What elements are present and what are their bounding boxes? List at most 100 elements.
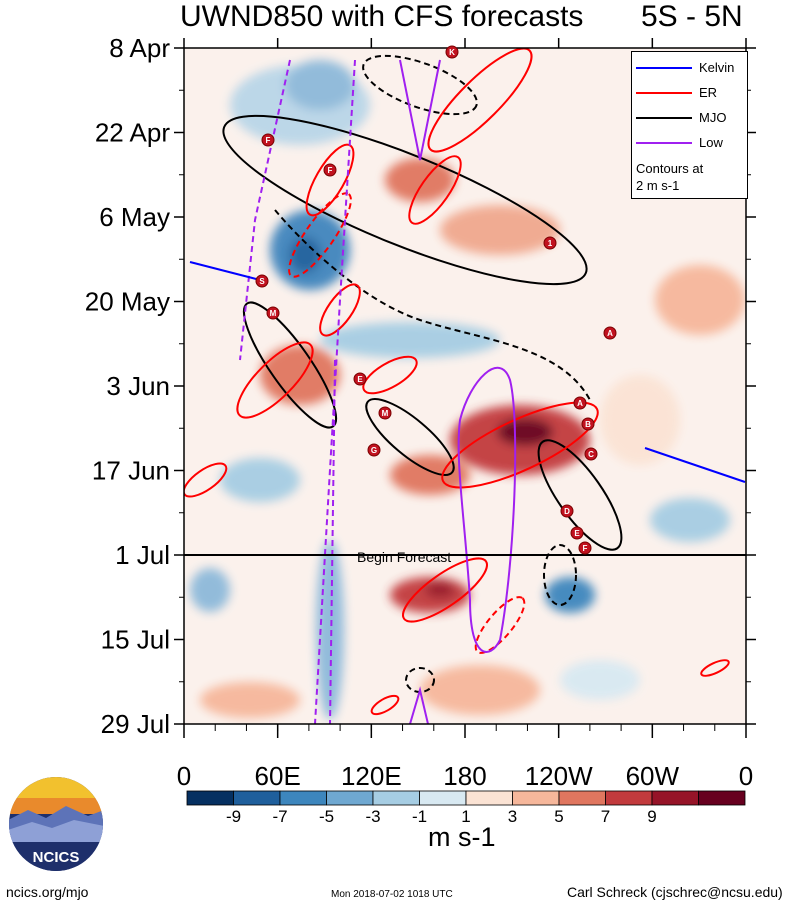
footer-author: Carl Schreck (cjschrec@ncsu.edu)	[567, 884, 783, 900]
y-axis: 8 Apr 22 Apr 6 May 20 May 3 Jun 17 Jun 1 Jul 15…	[85, 33, 756, 739]
legend-swatch	[636, 67, 692, 69]
legend-swatch	[636, 92, 692, 94]
footer-timestamp: Mon 2018-07-02 1018 UTC	[331, 889, 453, 900]
storm-marker-label: D	[564, 507, 570, 516]
storm-marker: K	[445, 45, 459, 59]
storm-marker-label: E	[357, 375, 363, 384]
storm-marker-label: A	[607, 329, 613, 338]
y-tick-label: 17 Jun	[92, 456, 170, 486]
storm-marker-label: S	[259, 277, 265, 286]
colorbar-units: m s-1	[428, 822, 496, 852]
y-tick-label: 20 May	[85, 287, 170, 317]
storm-marker: M	[266, 306, 280, 320]
x-tick-label: 60E	[255, 761, 301, 791]
storm-marker-label: F	[583, 544, 588, 553]
colorbar-label: 7	[601, 807, 610, 826]
legend-item-kelvin: Kelvin	[632, 58, 747, 78]
storm-marker: M	[378, 406, 392, 420]
colorbar-swatch	[186, 790, 234, 806]
storm-marker: E	[353, 372, 367, 386]
region-label: 5S - 5N	[641, 0, 743, 33]
wind-anomaly-field	[184, 48, 746, 724]
y-tick-label: 6 May	[99, 202, 170, 232]
legend-swatch	[636, 142, 692, 144]
filtered-contours	[184, 48, 746, 724]
storm-marker: E	[570, 526, 584, 540]
x-tick-label: 0	[177, 761, 191, 791]
storm-marker: F	[323, 163, 337, 177]
legend-swatch	[636, 117, 692, 119]
colorbar-label: -9	[226, 807, 241, 826]
colorbar-swatch	[372, 790, 420, 806]
colorbar-swatch	[326, 790, 374, 806]
storm-marker-label: B	[585, 420, 591, 429]
colorbar-swatch	[512, 790, 560, 806]
colorbar-swatch	[698, 790, 746, 806]
colorbar-label: -5	[319, 807, 334, 826]
forecast-label: Begin Forecast	[357, 549, 451, 565]
legend-note-line2: 2 m s-1	[636, 178, 680, 193]
colorbar-swatch	[558, 790, 606, 806]
legend-note-line1: Contours at	[636, 161, 704, 176]
x-tick-label: 120W	[525, 761, 593, 791]
legend-note: Contours at 2 m s-1	[636, 160, 703, 194]
colorbar-swatch	[233, 790, 281, 806]
colorbar-swatch	[465, 790, 513, 806]
storm-marker-label: F	[266, 136, 271, 145]
storm-marker: A	[603, 326, 617, 340]
colorbar-swatch	[605, 790, 653, 806]
storm-marker-label: M	[270, 309, 277, 318]
y-tick-label: 29 Jul	[101, 709, 170, 739]
y-tick-label: 1 Jul	[115, 540, 170, 570]
storm-marker: F	[261, 133, 275, 147]
colorbar-swatch	[419, 790, 467, 806]
legend-item-low: Low	[632, 133, 747, 153]
storm-marker-label: M	[382, 409, 389, 418]
legend-item-er: ER	[632, 83, 747, 103]
legend: Kelvin ER MJO Low Contours at 2 m s-1	[631, 51, 748, 199]
storm-marker: B	[581, 417, 595, 431]
x-tick-label: 60W	[626, 761, 680, 791]
legend-label: Low	[699, 135, 723, 150]
storm-marker: D	[560, 504, 574, 518]
colorbar-label: -3	[365, 807, 380, 826]
x-tick-label: 0	[739, 761, 753, 791]
storm-marker-label: K	[449, 48, 455, 57]
storm-marker-label: C	[588, 450, 594, 459]
x-tick-label: 120E	[341, 761, 402, 791]
storm-marker: G	[367, 443, 381, 457]
storm-marker-label: E	[574, 529, 580, 538]
colorbar-label: -1	[412, 807, 427, 826]
colorbar-label: 1	[461, 807, 470, 826]
storm-marker-label: F	[328, 166, 333, 175]
legend-label: ER	[699, 85, 718, 100]
logo-text: NCICS	[33, 849, 80, 866]
storm-marker: F	[578, 541, 592, 555]
storm-marker-label: A	[577, 399, 583, 408]
x-tick-label: 180	[443, 761, 486, 791]
legend-label: Kelvin	[699, 60, 735, 75]
x-axis: 0 60E 120E 180 120W 60W 0	[177, 38, 753, 791]
legend-item-mjo: MJO	[632, 108, 747, 128]
colorbar: -9 -7 -5 -3 -1 1 3 5 7 9	[186, 790, 746, 826]
storm-marker: C	[584, 447, 598, 461]
colorbar-label: 3	[508, 807, 517, 826]
colorbar-label: -7	[272, 807, 287, 826]
y-tick-label: 22 Apr	[95, 118, 171, 148]
storm-marker: 1	[543, 236, 557, 250]
storm-marker-label: 1	[548, 239, 553, 248]
colorbar-swatch	[279, 790, 327, 806]
footer-website[interactable]: ncics.org/mjo	[6, 884, 89, 900]
storm-marker: S	[255, 274, 269, 288]
y-tick-label: 3 Jun	[106, 371, 170, 401]
storm-marker: A	[573, 396, 587, 410]
legend-label: MJO	[699, 110, 727, 125]
colorbar-label: 5	[554, 807, 563, 826]
ncics-logo: NCICS	[9, 777, 103, 871]
y-tick-label: 15 Jul	[101, 625, 170, 655]
y-tick-label: 8 Apr	[109, 33, 170, 63]
storm-marker-label: G	[371, 446, 377, 455]
colorbar-swatch	[651, 790, 699, 806]
